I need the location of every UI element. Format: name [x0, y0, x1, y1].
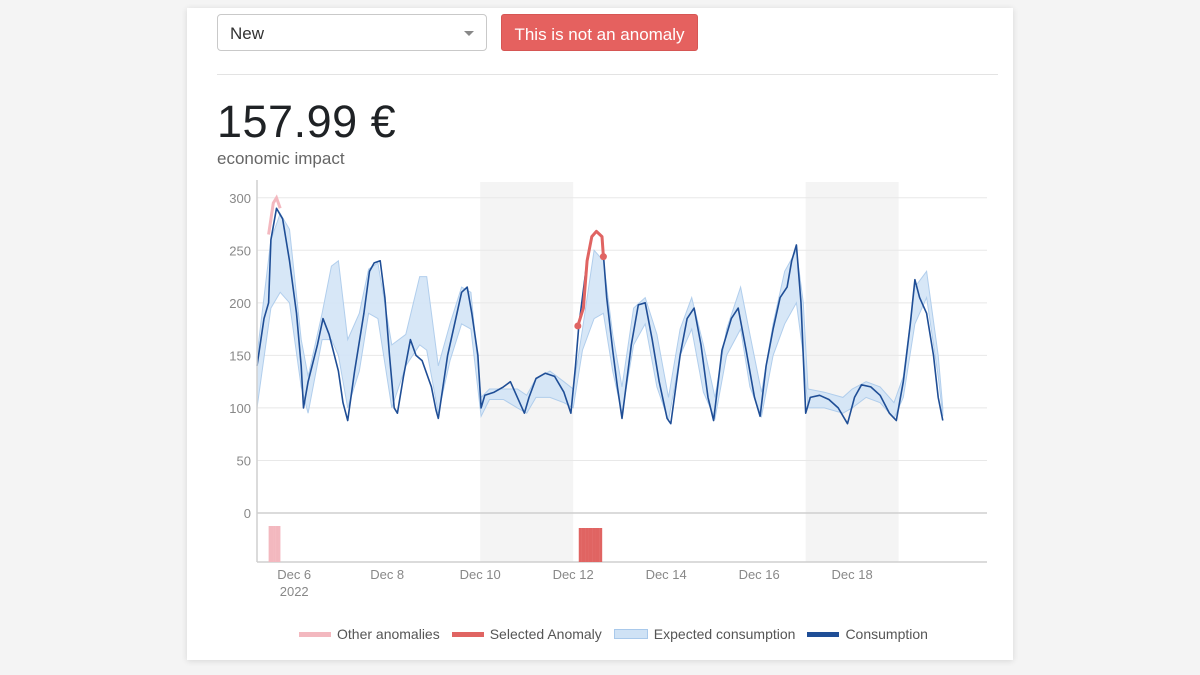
selected-anomaly-marker	[599, 253, 607, 261]
y-tick-label: 200	[229, 296, 251, 311]
other-anomaly-bar	[275, 526, 279, 562]
consumption-line	[256, 207, 944, 425]
legend-label: Other anomalies	[337, 626, 440, 642]
consumption-chart: 0 50 100 150 200 250 300 Dec 6 2022 Dec 8 Dec 10 De…	[229, 180, 987, 599]
legend-label: Consumption	[845, 626, 928, 642]
selected-anomaly-line	[576, 229, 605, 327]
selected-anomaly-bar	[592, 528, 596, 562]
y-tick-label: 150	[229, 348, 251, 363]
selected-anomaly-bar	[597, 528, 600, 562]
x-tick-label: Dec 6	[277, 567, 311, 582]
x-tick-sublabel: 2022	[280, 584, 309, 599]
other-anomaly-bar	[277, 526, 281, 562]
selected-anomaly-bar	[599, 528, 603, 562]
selected-anomaly-bar	[581, 528, 584, 562]
divider	[217, 74, 998, 75]
y-tick-label: 300	[229, 191, 251, 206]
legend-swatch	[613, 629, 648, 639]
x-tick-label: Dec 10	[460, 567, 501, 582]
weekend-band	[480, 182, 574, 562]
legend-swatch	[451, 631, 484, 637]
impact-value: 157.99 €	[217, 96, 397, 147]
y-tick-label: 100	[229, 401, 251, 416]
selected-anomaly-bar	[590, 528, 593, 562]
y-tick-label: 0	[244, 506, 251, 521]
x-tick-label: Dec 12	[553, 567, 594, 582]
status-select[interactable]: New	[217, 14, 487, 51]
y-tick-label: 250	[229, 243, 251, 258]
other-anomaly-bar	[268, 526, 272, 562]
chevron-down-icon	[464, 31, 474, 36]
legend-label: Expected consumption	[653, 626, 796, 642]
selected-anomaly-bar	[578, 528, 582, 562]
legend-item[interactable]: Selected Anomaly	[451, 626, 602, 642]
other-anomaly-bar	[273, 526, 276, 562]
selected-anomaly-marker	[574, 322, 582, 330]
impact-label: economic impact	[217, 149, 345, 168]
legend-item[interactable]: Other anomalies	[299, 626, 440, 642]
legend-item[interactable]: Expected consumption	[613, 626, 796, 642]
legend-item[interactable]: Consumption	[807, 626, 928, 642]
legend-swatch	[807, 631, 840, 637]
selected-anomaly-bar	[585, 528, 589, 562]
weekend-band	[805, 182, 899, 562]
y-tick-label: 50	[237, 453, 251, 468]
x-tick-label: Dec 8	[370, 567, 404, 582]
selected-anomaly-bar	[595, 528, 598, 562]
anomaly-card: New This is not an anomaly 157.99 € econ…	[187, 8, 1013, 660]
legend-label: Selected Anomaly	[489, 626, 602, 642]
x-tick-label: Dec 16	[739, 567, 780, 582]
status-select-value: New	[230, 24, 265, 43]
selected-anomaly-bar	[583, 528, 586, 562]
other-anomalies-line	[267, 194, 282, 235]
x-tick-label: Dec 18	[832, 567, 873, 582]
other-anomaly-bar	[270, 526, 274, 562]
x-tick-label: Dec 14	[646, 567, 687, 582]
not-an-anomaly-button[interactable]: This is not an anomaly	[501, 14, 698, 51]
chart-legend: Other anomalies Selected Anomaly Expected …	[299, 626, 928, 642]
selected-anomaly-bar	[588, 528, 591, 562]
legend-swatch	[299, 631, 331, 637]
